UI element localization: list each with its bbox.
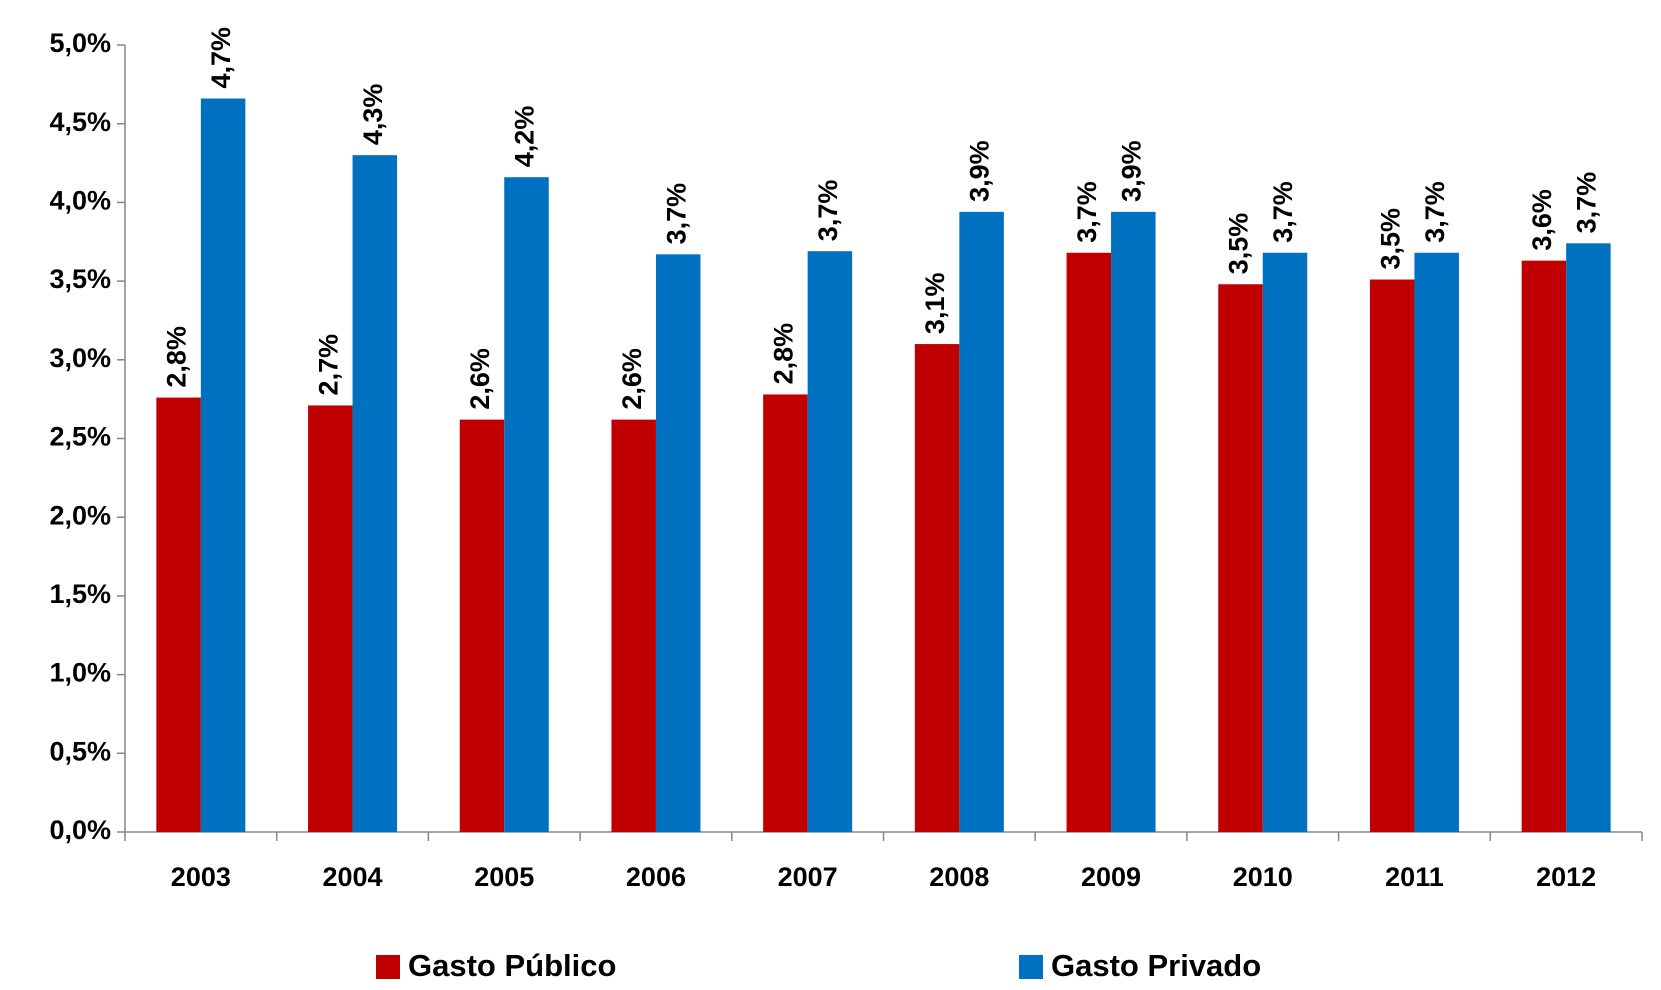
data-label: 3,9% <box>965 140 995 202</box>
legend-swatch <box>1019 955 1043 979</box>
bar <box>352 155 398 832</box>
bar <box>200 98 246 833</box>
bar <box>1369 279 1415 832</box>
bar <box>763 394 808 832</box>
bar <box>914 344 960 832</box>
data-label: 3,6% <box>1527 189 1557 251</box>
data-label: 3,7% <box>661 183 691 245</box>
data-label: 2,7% <box>313 334 343 396</box>
bar <box>504 177 549 832</box>
data-label: 2,8% <box>162 326 192 388</box>
y-tick-label: 4,0% <box>49 186 111 216</box>
x-tick-label: 2012 <box>1536 862 1596 892</box>
y-tick-label: 3,5% <box>49 264 111 294</box>
data-label: 4,3% <box>358 84 388 146</box>
y-tick-label: 4,5% <box>49 107 111 137</box>
y-tick-label: 0,5% <box>49 736 111 766</box>
x-tick-label: 2005 <box>474 862 534 892</box>
bar <box>1566 243 1611 833</box>
bar <box>959 211 1004 832</box>
data-label: 3,9% <box>1116 140 1146 202</box>
data-label: 3,5% <box>1224 213 1254 275</box>
y-tick-label: 2,0% <box>49 500 111 530</box>
data-label: 4,7% <box>206 27 236 89</box>
bar <box>156 397 201 832</box>
x-tick-label: 2006 <box>626 862 686 892</box>
data-label: 4,2% <box>510 106 540 168</box>
x-tick-label: 2007 <box>778 862 838 892</box>
data-label: 3,1% <box>920 273 950 335</box>
data-label: 3,7% <box>813 180 843 242</box>
x-tick-label: 2004 <box>323 862 383 892</box>
bar <box>1414 252 1459 832</box>
bar <box>308 405 353 832</box>
data-label: 2,6% <box>617 348 647 410</box>
y-tick-label: 5,0% <box>49 28 111 58</box>
x-tick-label: 2010 <box>1233 862 1293 892</box>
bar <box>1218 284 1263 832</box>
legend-swatch <box>376 955 400 979</box>
bar <box>611 419 656 832</box>
y-tick-label: 0,0% <box>49 815 111 845</box>
data-label: 3,7% <box>1072 181 1102 243</box>
x-tick-label: 2009 <box>1081 862 1141 892</box>
data-label: 2,8% <box>769 323 799 385</box>
legend-label: Gasto Público <box>408 948 616 983</box>
bar <box>1111 211 1156 832</box>
data-label: 3,7% <box>1420 181 1450 243</box>
x-tick-label: 2003 <box>171 862 231 892</box>
x-tick-label: 2011 <box>1385 862 1444 892</box>
bar <box>655 254 701 833</box>
data-label: 3,5% <box>1375 208 1405 270</box>
data-label: 3,7% <box>1572 172 1602 234</box>
bar <box>1066 252 1112 832</box>
bar <box>1521 260 1567 832</box>
y-tick-label: 3,0% <box>49 343 111 373</box>
bar <box>459 419 505 832</box>
y-tick-label: 1,5% <box>49 579 111 609</box>
data-label: 2,6% <box>465 348 495 410</box>
bar <box>1262 252 1308 832</box>
y-tick-label: 1,0% <box>49 658 111 688</box>
x-tick-label: 2008 <box>929 862 989 892</box>
data-label: 3,7% <box>1268 181 1298 243</box>
y-tick-label: 2,5% <box>49 422 111 452</box>
legend-label: Gasto Privado <box>1051 948 1261 983</box>
bar <box>807 251 853 833</box>
